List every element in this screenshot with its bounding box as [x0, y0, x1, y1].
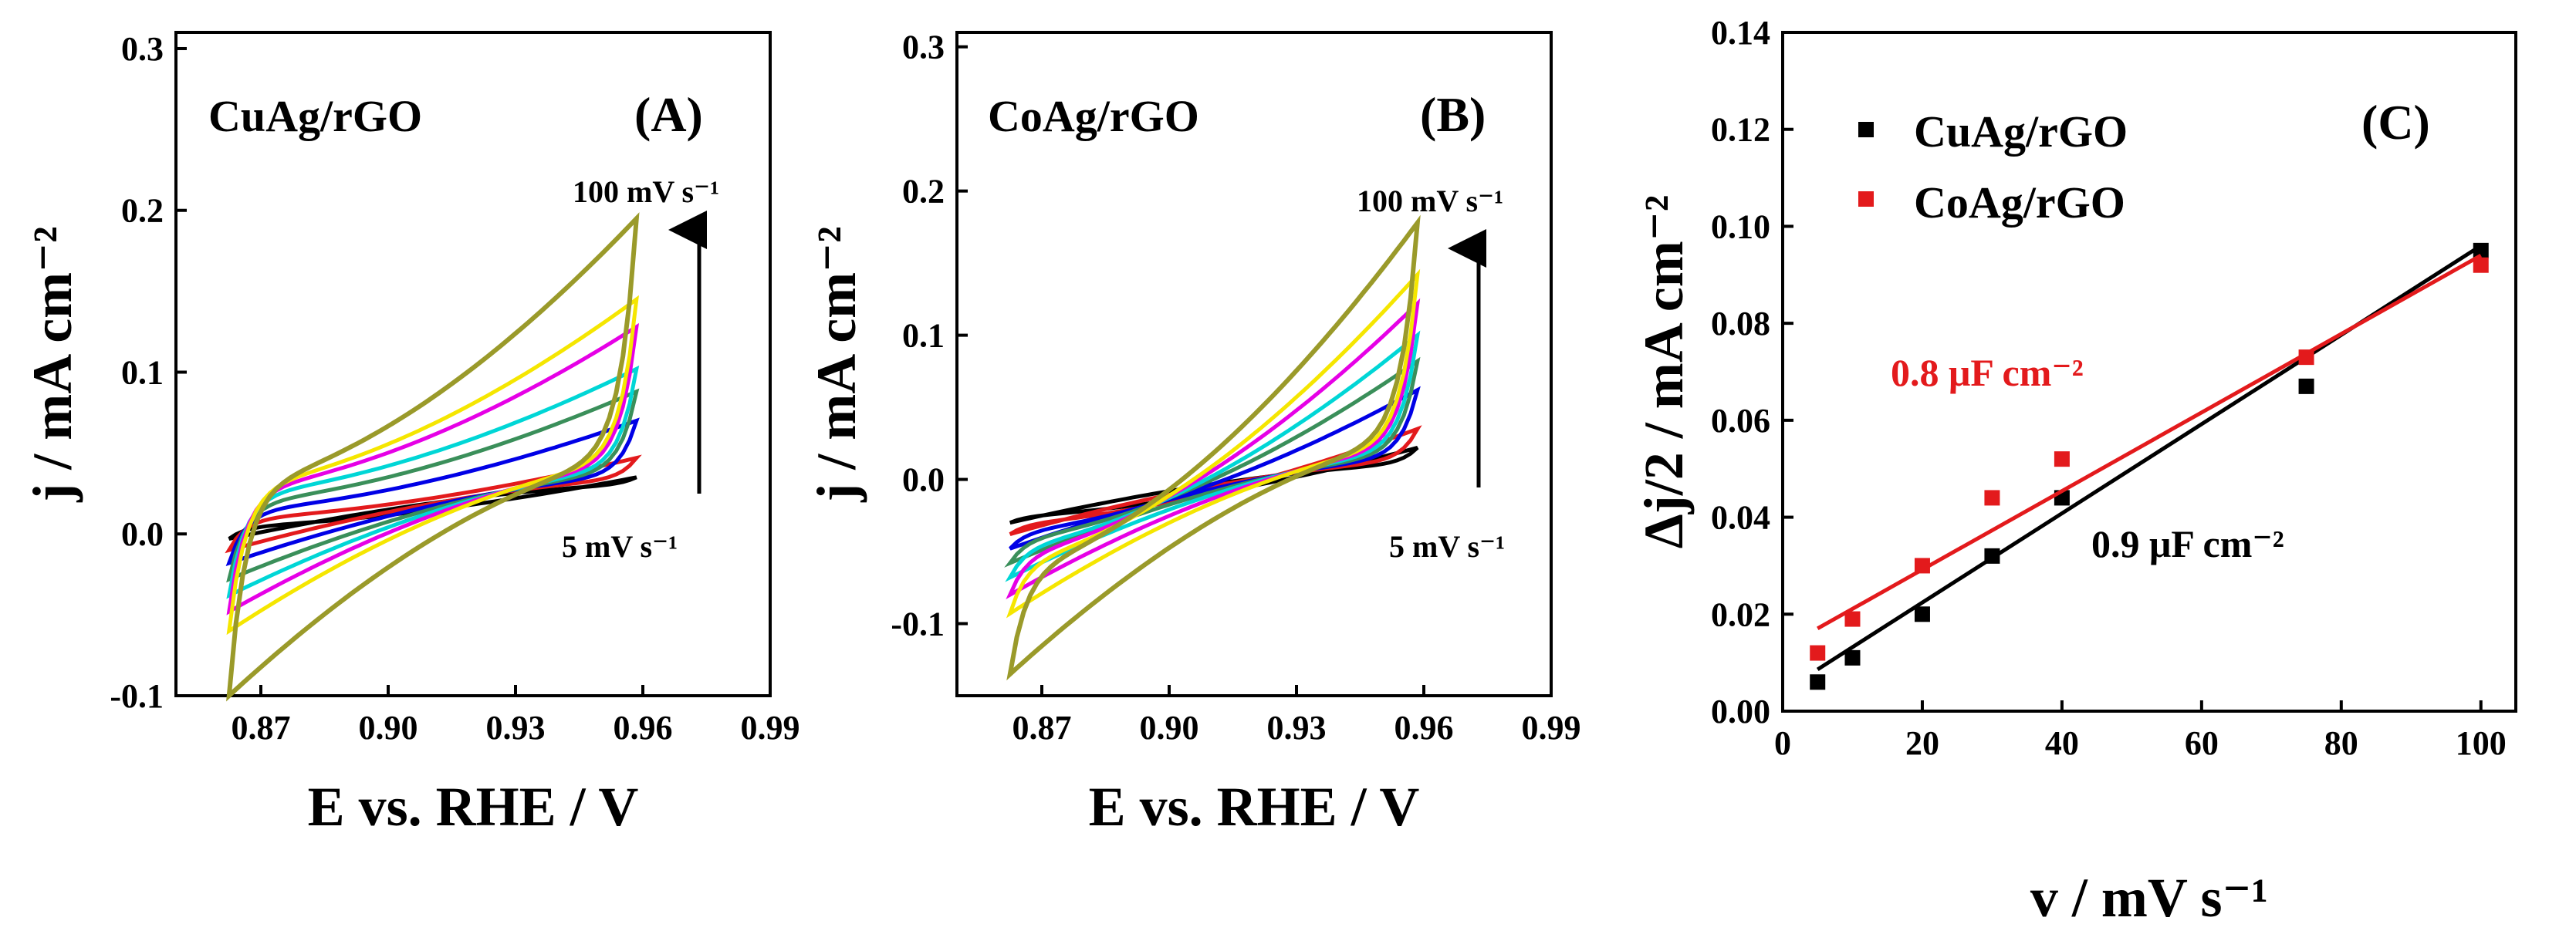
panel-b-ticks: 0.87 0.90 0.93 0.96 0.99 -0.1 0.0 0.1 0.2 0.3	[891, 29, 1580, 747]
cv-curve	[226, 212, 640, 702]
x-tick-label: 0.87	[232, 709, 291, 747]
coag-slope-annotation: 0.8 μF cm⁻²	[1891, 351, 2084, 394]
x-tick-label: 0.99	[741, 709, 800, 747]
x-tick-label: 40	[2045, 724, 2079, 762]
scatter-point	[1810, 645, 1826, 661]
y-tick-label: 0.08	[1711, 305, 1770, 342]
y-tick-label: 0.00	[1711, 693, 1770, 730]
cv-curve	[226, 388, 640, 583]
panel-b-curves	[1004, 214, 1422, 681]
panel-a: 0.87 0.90 0.93 0.96 0.99 -0.1 0.0 0.1 0.2 0.3 CuA…	[22, 30, 800, 838]
y-tick-label: 0.0	[121, 515, 164, 553]
panel-a-ticks: 0.87 0.90 0.93 0.96 0.99 -0.1 0.0 0.1 0.2 0.3	[110, 30, 800, 747]
x-tick-label: 20	[1905, 724, 1939, 762]
y-tick-label: 0.1	[902, 317, 945, 355]
scatter-point	[1810, 674, 1826, 690]
panel-a-rate-low-label: 5 mV s⁻¹	[562, 529, 678, 564]
y-tick-label: 0.3	[902, 29, 945, 66]
y-tick-label: 0.06	[1711, 402, 1770, 440]
panel-b-rate-high-label: 100 mV s⁻¹	[1357, 184, 1503, 218]
x-tick-label: 0.90	[1140, 709, 1199, 747]
scatter-point	[1844, 611, 1861, 627]
panel-b-sample-label: CoAg/rGO	[988, 91, 1199, 141]
y-tick-label: 0.3	[121, 30, 164, 68]
y-tick-label: 0.10	[1711, 207, 1770, 245]
panel-a-rate-high-label: 100 mV s⁻¹	[573, 174, 719, 209]
scatter-point	[1914, 558, 1930, 574]
panel-a-curves	[225, 212, 642, 702]
cv-curve	[1006, 214, 1421, 681]
cv-curve	[225, 417, 640, 567]
x-tick-label: 0.96	[614, 709, 673, 747]
panel-c-frame	[1781, 31, 2517, 713]
y-tick-label: 0.14	[1711, 14, 1770, 52]
panel-b: 0.87 0.90 0.93 0.96 0.99 -0.1 0.0 0.1 0.2 0.3 CoA…	[806, 29, 1581, 838]
x-tick-label: 0.96	[1394, 709, 1454, 747]
panel-a-tag: (A)	[634, 87, 703, 142]
y-tick-label: 0.12	[1711, 111, 1770, 149]
scatter-point	[2473, 257, 2489, 273]
cv-curve	[1006, 268, 1421, 619]
x-tick-label: 0.93	[1267, 709, 1327, 747]
panel-c-data	[1810, 242, 2489, 690]
cv-curve	[225, 454, 642, 554]
panel-c: 0 20 40 60 80 100 0.00 0.02 0.04 0.06 0.08 0.10 0.12…	[1633, 14, 2517, 929]
panel-b-tag: (B)	[1420, 87, 1486, 142]
x-tick-label: 100	[2456, 724, 2507, 762]
y-tick-label: 0.04	[1711, 499, 1770, 537]
panel-b-frame	[955, 31, 1553, 697]
scatter-point	[1914, 606, 1930, 622]
scatter-point	[2054, 451, 2070, 467]
legend-cuag-label: CuAg/rGO	[1914, 106, 2128, 157]
panel-a-sample-label: CuAg/rGO	[208, 91, 422, 141]
panel-c-ylabel: Δj/2 / mA cm⁻²	[1633, 195, 1695, 549]
cv-curve	[226, 295, 639, 636]
panel-b-rate-low-label: 5 mV s⁻¹	[1389, 529, 1505, 564]
panel-a-frame	[174, 31, 772, 697]
x-tick-label: 0.99	[1522, 709, 1581, 747]
x-tick-label: 0	[1774, 724, 1791, 762]
panel-c-tag: (C)	[2361, 95, 2430, 150]
panel-c-xlabel: v / mV s⁻¹	[2030, 867, 2268, 929]
x-tick-label: 60	[2185, 724, 2219, 762]
panel-b-ylabel: j / mA cm⁻²	[806, 226, 867, 503]
x-tick-label: 0.93	[486, 709, 546, 747]
cuag-slope-annotation: 0.9 μF cm⁻²	[2091, 522, 2284, 565]
y-tick-label: 0.1	[121, 353, 164, 391]
scatter-point	[1984, 548, 2000, 564]
legend-coag-marker	[1858, 191, 1874, 207]
scatter-point	[2298, 349, 2314, 366]
cv-curve	[226, 322, 640, 616]
panel-a-xlabel: E vs. RHE / V	[308, 776, 639, 838]
scatter-point	[2473, 242, 2489, 258]
x-tick-label: 0.90	[359, 709, 418, 747]
panel-b-xlabel: E vs. RHE / V	[1089, 776, 1420, 838]
y-tick-label: -0.1	[110, 677, 164, 715]
cv-curve	[226, 365, 640, 599]
y-tick-label: 0.2	[121, 192, 164, 230]
x-tick-label: 80	[2324, 724, 2358, 762]
y-tick-label: 0.0	[902, 461, 945, 499]
x-tick-label: 0.87	[1012, 709, 1072, 747]
scatter-point	[1844, 649, 1861, 666]
panel-a-ylabel: j / mA cm⁻²	[22, 226, 83, 503]
y-tick-label: -0.1	[891, 605, 945, 643]
panel-c-ticks: 0 20 40 60 80 100 0.00 0.02 0.04 0.06 0.08 0.10 0.12…	[1711, 14, 2507, 762]
y-tick-label: 0.02	[1711, 595, 1770, 633]
y-tick-label: 0.2	[902, 173, 945, 211]
scatter-point	[2298, 378, 2314, 394]
legend-cuag-marker	[1858, 122, 1874, 137]
legend-coag-label: CoAg/rGO	[1914, 177, 2125, 228]
scatter-point	[1984, 490, 2000, 506]
